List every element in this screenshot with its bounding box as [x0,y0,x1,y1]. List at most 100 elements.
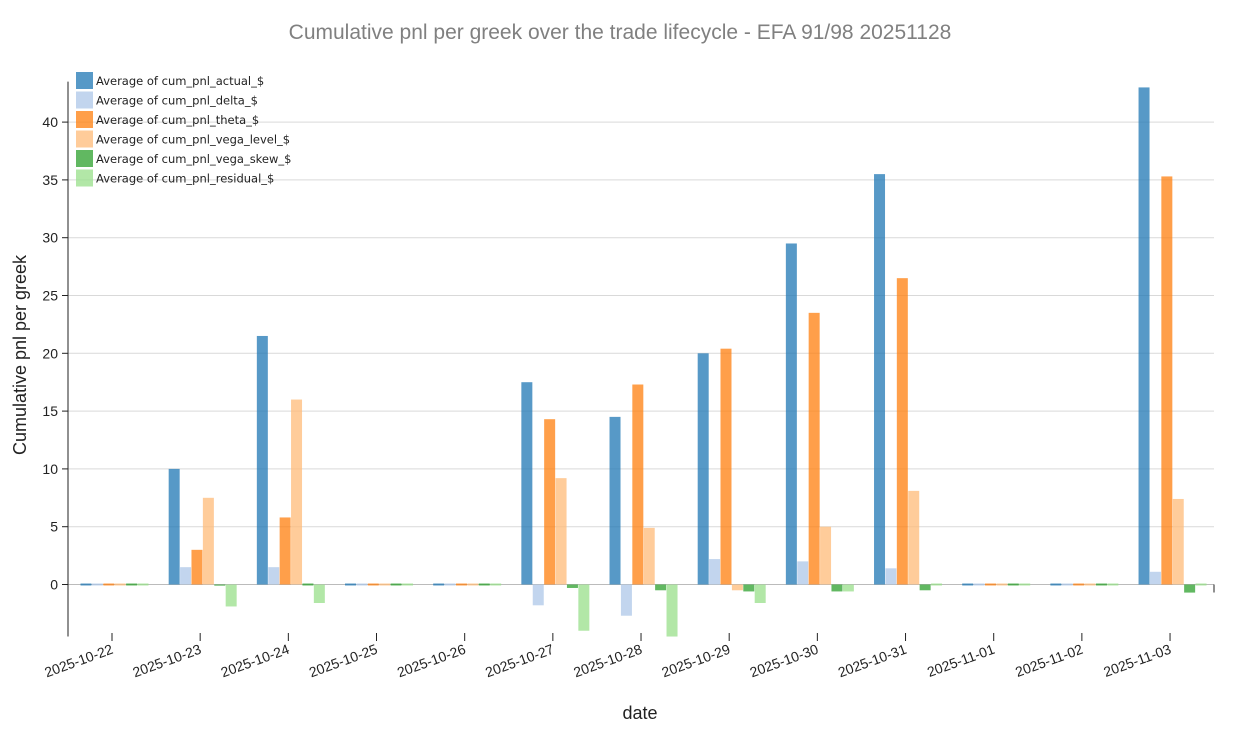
legend-entry: Average of cum_pnl_vega_skew_$ [96,152,291,166]
bar [820,526,832,585]
x-tick-label: 2025-11-03 [1101,641,1173,680]
x-axis-label: date [622,703,657,723]
x-tick-label: 2025-10-25 [307,641,380,681]
bar [874,174,886,585]
legend-entry: Average of cum_pnl_residual_$ [96,172,274,186]
bar [620,584,632,616]
bar [908,490,920,585]
x-tick-label: 2025-10-22 [42,641,115,681]
bar [268,567,280,585]
bar [302,583,314,586]
bar [1084,583,1096,586]
bar [797,561,809,585]
bar [754,584,766,603]
bar [367,583,379,586]
bar [256,335,268,585]
y-tick-label: 10 [42,461,58,477]
bar [1007,583,1019,586]
bar [1172,498,1184,585]
x-tick-label: 2025-10-29 [659,641,732,681]
bar [632,384,644,585]
bars [80,87,1207,637]
bar [1019,583,1031,586]
bar [1050,583,1062,586]
bar [91,583,103,586]
y-tick-label: 20 [42,345,58,361]
bar [720,348,732,585]
bar [1095,583,1107,586]
bar [191,549,203,585]
legend-entry: Average of cum_pnl_theta_$ [96,113,259,127]
bar [214,584,226,586]
bar [555,478,567,585]
bar [743,584,755,592]
bar [455,583,467,586]
bar [609,416,621,585]
bar [643,527,655,585]
bar [1184,584,1196,593]
bar [931,583,943,586]
bar [1138,87,1150,585]
bar [655,584,667,591]
legend-swatch [76,91,93,109]
bar [490,583,502,586]
y-tick-label: 0 [50,577,58,593]
bar [885,568,897,585]
bar [566,584,578,588]
bar [225,584,237,607]
bar [202,497,214,585]
bar [1107,583,1119,586]
y-axis-label: Cumulative pnl per greek [10,254,30,455]
bar [168,468,180,585]
bar [1061,583,1073,586]
bar [356,583,368,586]
y-tick-label: 35 [42,172,58,188]
bar [478,583,490,586]
x-tick-label: 2025-10-30 [748,641,821,681]
x-tick-label: 2025-10-24 [219,641,292,681]
legend: Average of cum_pnl_actual_$ Average of cu… [76,72,291,187]
bar [831,584,843,592]
bar [1195,583,1207,586]
bar [345,583,357,586]
legend-entry: Average of cum_pnl_actual_$ [96,74,264,88]
bar [973,583,985,586]
y-tick-label: 30 [42,230,58,246]
bar [402,583,414,586]
y-tick-label: 5 [50,519,58,535]
bar [697,353,709,585]
x-tick-label: 2025-10-31 [836,641,909,681]
x-tick-label: 2025-10-27 [483,641,556,681]
bar [731,584,743,591]
bar [1073,583,1085,586]
zero-line [68,584,1215,593]
bar [544,419,556,585]
legend-entry: Average of cum_pnl_delta_$ [96,94,258,108]
bar [390,583,402,586]
bar [444,583,456,586]
bar [578,584,590,631]
bar [709,559,721,585]
bar [103,583,115,586]
x-tick-label: 2025-10-28 [571,641,644,681]
bar [379,583,391,586]
legend-swatch [76,111,93,128]
legend-swatch [76,130,93,148]
bar [126,583,138,586]
y-tick-label: 40 [42,114,58,130]
bar [521,382,533,585]
legend-swatch [76,72,93,89]
bar [785,243,797,585]
legend-swatch [76,150,93,167]
bar [842,584,854,592]
chart-title: Cumulative pnl per greek over the trade … [289,21,952,44]
legend-entry: Average of cum_pnl_vega_level_$ [96,133,290,147]
bar [808,312,820,585]
bar [467,583,479,586]
bar [180,567,192,585]
bar [919,584,931,591]
bar [291,399,303,585]
bar [137,583,149,586]
bar [666,584,678,637]
